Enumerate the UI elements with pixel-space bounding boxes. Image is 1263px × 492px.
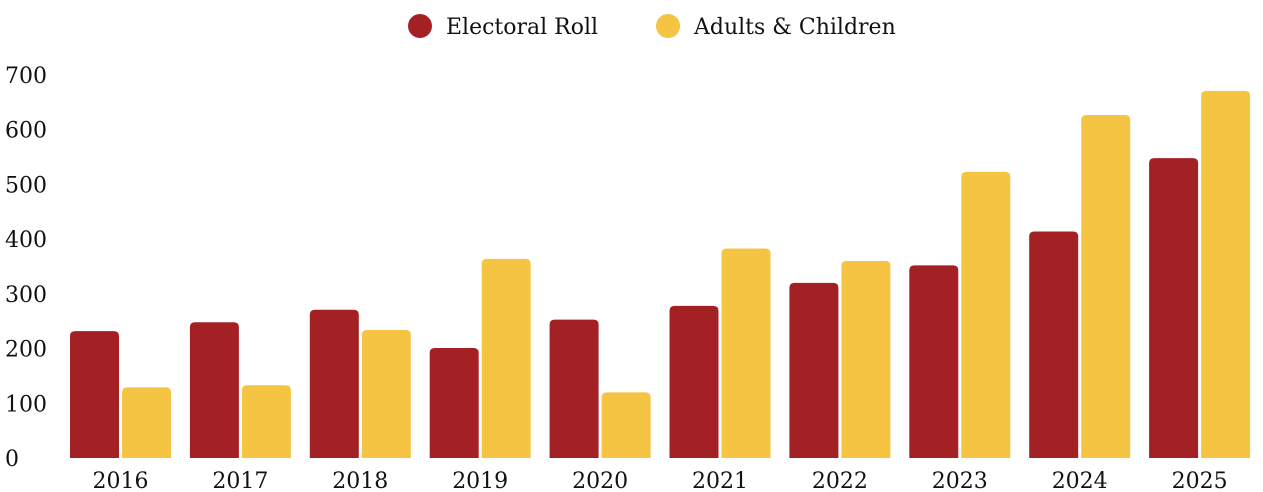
x-tick-label: 2017 (212, 469, 268, 492)
legend-label-adults-children: Adults & Children (693, 15, 896, 40)
bar-adults-children-2017 (241, 385, 291, 458)
x-tick-label: 2018 (332, 469, 388, 492)
bar-adults-children-2025 (1201, 90, 1251, 459)
y-axis: 0 100 200 300 400 500 600 700 (5, 64, 47, 472)
legend-marker-electoral-roll (408, 14, 432, 38)
x-tick-label: 2021 (692, 469, 748, 492)
y-tick-label: 300 (5, 283, 47, 308)
legend: Electoral Roll Adults & Children (408, 14, 896, 40)
x-tick-label: 2023 (932, 469, 988, 492)
bar-electoral-roll-2017 (189, 322, 239, 458)
y-tick-label: 0 (5, 447, 19, 472)
bar-adults-children-2016 (122, 387, 171, 458)
x-tick-label: 2020 (572, 469, 628, 492)
legend-marker-adults-children (656, 14, 680, 38)
bar-adults-children-2024 (1081, 114, 1131, 458)
bar-electoral-roll-2022 (789, 282, 839, 458)
bar-electoral-roll-2019 (429, 348, 479, 458)
x-tick-label: 2022 (812, 469, 868, 492)
y-tick-label: 100 (5, 392, 47, 417)
legend-label-electoral-roll: Electoral Roll (446, 15, 598, 40)
bar-adults-children-2019 (481, 258, 531, 458)
y-tick-label: 600 (5, 119, 47, 144)
y-tick-label: 700 (5, 64, 47, 89)
bar-adults-children-2020 (601, 392, 651, 458)
bar-adults-children-2021 (721, 248, 771, 458)
bar-electoral-roll-2023 (909, 265, 959, 458)
x-tick-label: 2016 (93, 469, 149, 492)
y-tick-label: 500 (5, 173, 47, 198)
bar-electoral-roll-2025 (1149, 158, 1199, 458)
bar-electoral-roll-2024 (1029, 231, 1079, 458)
bar-adults-children-2022 (841, 261, 891, 458)
x-tick-label: 2024 (1052, 469, 1108, 492)
bar-electoral-roll-2021 (669, 305, 719, 458)
bar-electoral-roll-2016 (70, 331, 119, 458)
x-tick-label: 2019 (452, 469, 508, 492)
bar-adults-children-2023 (961, 171, 1011, 458)
bar-electoral-roll-2020 (549, 319, 599, 458)
y-tick-label: 400 (5, 228, 47, 253)
y-tick-label: 200 (5, 338, 47, 363)
bars (70, 90, 1251, 459)
bar-electoral-roll-2018 (309, 309, 359, 458)
bar-adults-children-2018 (361, 329, 411, 458)
x-axis: 2016 2017 2018 2019 2020 2021 2022 2023 2024 2025 (93, 469, 1228, 492)
x-tick-label: 2025 (1172, 469, 1228, 492)
